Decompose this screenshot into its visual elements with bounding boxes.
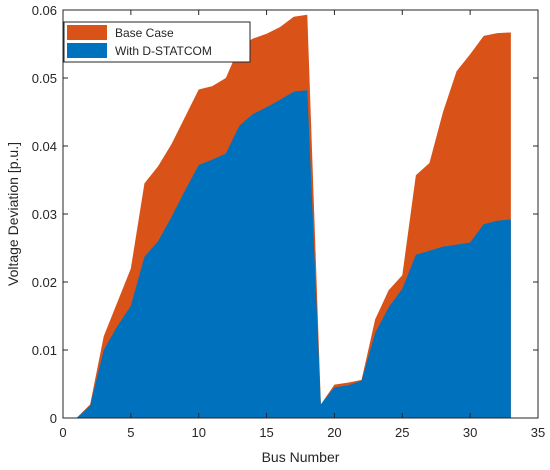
legend-swatch: [67, 25, 107, 40]
y-tick-label: 0.02: [32, 275, 57, 290]
x-tick-label: 10: [191, 425, 205, 440]
x-tick-label: 5: [127, 425, 134, 440]
y-tick-label: 0: [50, 411, 57, 426]
legend-label: With D-STATCOM: [115, 44, 212, 58]
y-tick-label: 0.04: [32, 139, 57, 154]
x-axis-label: Bus Number: [262, 449, 340, 465]
y-tick-label: 0.05: [32, 71, 57, 86]
area-series-2: [76, 90, 511, 419]
x-axis-ticks: 0 5 10 15 20 25 30 35: [59, 10, 545, 440]
plot-frame: [62, 9, 539, 419]
x-tick-label: 30: [463, 425, 477, 440]
area-series: [76, 14, 511, 419]
x-tick-label: 25: [395, 425, 409, 440]
y-tick-label: 0.03: [32, 207, 57, 222]
x-tick-label: 0: [59, 425, 66, 440]
legend-label: Base Case: [115, 26, 174, 40]
x-tick-label: 15: [259, 425, 273, 440]
y-tick-label: 0.06: [32, 3, 57, 18]
x-tick-label: 35: [531, 425, 545, 440]
legend: Base Case With D-STATCOM: [63, 21, 251, 63]
y-axis-label: Voltage Deviation [p.u.]: [5, 142, 21, 286]
x-tick-label: 20: [327, 425, 341, 440]
legend-swatch: [67, 43, 107, 58]
y-axis-ticks: 0 0.01 0.02 0.03 0.04 0.05 0.06: [32, 3, 538, 426]
y-tick-label: 0.01: [32, 343, 57, 358]
